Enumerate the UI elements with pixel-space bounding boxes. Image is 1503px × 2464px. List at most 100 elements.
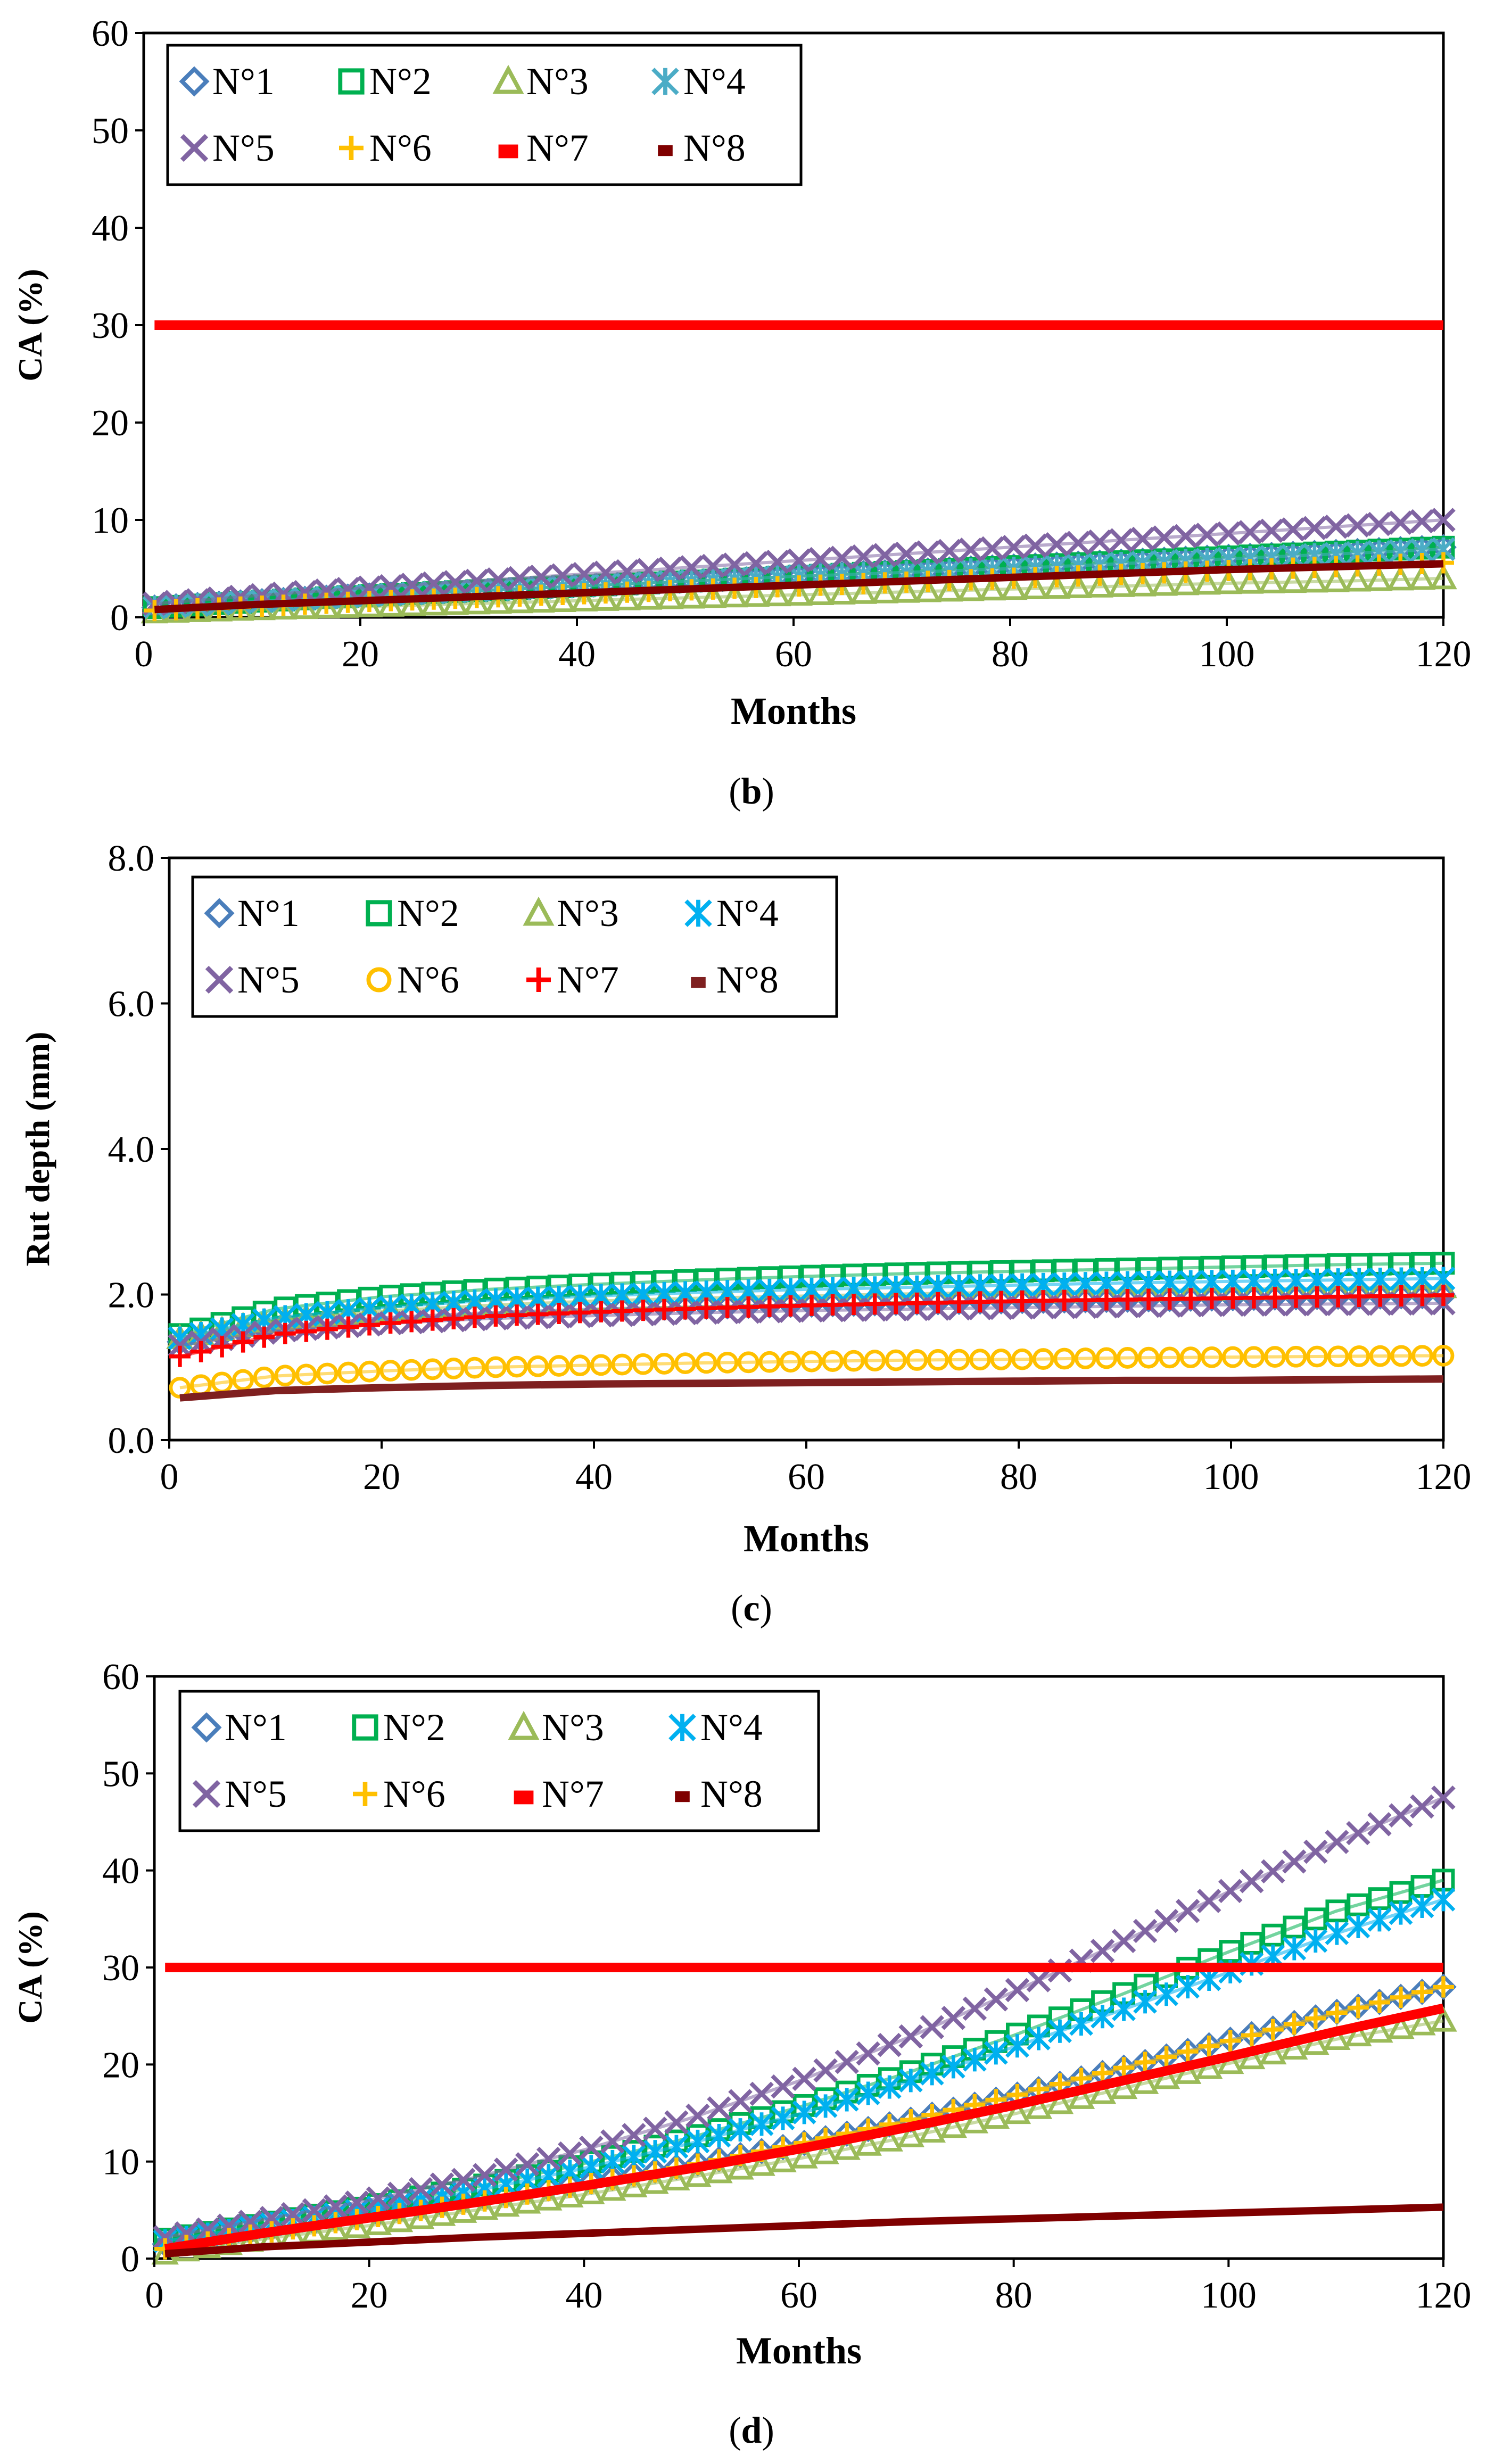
legend: N°1 N°2 N°3 N°4 N°5 N°6 N°7 N°8 bbox=[191, 875, 838, 1018]
data-point bbox=[1259, 2039, 1287, 2065]
legend-marker bbox=[514, 1790, 534, 1805]
data-point bbox=[742, 581, 770, 607]
data-point bbox=[721, 582, 748, 608]
data-point bbox=[716, 1351, 739, 1374]
legend-label: N°5 bbox=[225, 1773, 287, 1815]
data-point bbox=[918, 2117, 946, 2143]
data-point bbox=[484, 588, 512, 614]
data-point bbox=[1389, 1803, 1413, 1828]
data-point bbox=[259, 2205, 284, 2230]
legend-marker bbox=[191, 1712, 222, 1743]
data-point bbox=[1044, 532, 1069, 557]
data-point bbox=[274, 1322, 296, 1344]
data-point bbox=[959, 538, 983, 562]
legend-label: N°5 bbox=[237, 958, 300, 1001]
data-point bbox=[969, 1291, 991, 1313]
data-point bbox=[1130, 526, 1155, 551]
x-axis-label: Months bbox=[736, 2329, 862, 2372]
data-point bbox=[1177, 2040, 1199, 2062]
data-point bbox=[705, 2157, 733, 2184]
data-point bbox=[813, 2094, 838, 2118]
legend-label: N°7 bbox=[557, 958, 619, 1001]
legend-label: N°2 bbox=[383, 1706, 445, 1749]
data-point bbox=[812, 2139, 839, 2164]
data-point bbox=[593, 560, 618, 585]
legend-marker bbox=[684, 899, 712, 927]
data-point bbox=[549, 586, 576, 613]
data-point bbox=[1133, 1989, 1157, 2014]
data-point bbox=[939, 2112, 968, 2138]
data-point bbox=[295, 1363, 317, 1386]
data-point bbox=[1264, 1346, 1286, 1368]
series-group bbox=[151, 1785, 1457, 2265]
data-point bbox=[654, 1299, 675, 1320]
data-point bbox=[1236, 568, 1264, 594]
data-point bbox=[442, 1358, 465, 1379]
data-point bbox=[1346, 1821, 1370, 1846]
data-point bbox=[1193, 569, 1221, 595]
data-point bbox=[358, 1360, 381, 1383]
data-point bbox=[1264, 1287, 1286, 1309]
data-point bbox=[1302, 2029, 1329, 2055]
legend-marker bbox=[668, 1714, 696, 1741]
data-point bbox=[550, 563, 575, 588]
legend-item: N°2 bbox=[338, 60, 432, 103]
data-point bbox=[856, 2041, 880, 2066]
series-8 bbox=[164, 2003, 1444, 2254]
data-point bbox=[1033, 1290, 1054, 1312]
axes: 0 20 40 60 80 100 120 0.0 2.0 4.0 6.0 8.0 bbox=[108, 838, 1472, 1498]
data-point bbox=[1154, 1982, 1179, 2006]
x-tick-label: 0 bbox=[160, 1457, 179, 1498]
data-point bbox=[1431, 1887, 1456, 1912]
data-point bbox=[1152, 525, 1177, 550]
data-point bbox=[1048, 2019, 1072, 2044]
data-point bbox=[1176, 1974, 1200, 1999]
data-point bbox=[738, 1296, 759, 1318]
data-point bbox=[441, 589, 469, 615]
data-point bbox=[1348, 1286, 1370, 1308]
data-point bbox=[771, 2106, 795, 2130]
data-point bbox=[536, 2146, 561, 2171]
data-point bbox=[379, 1360, 402, 1382]
data-point bbox=[737, 1351, 759, 1374]
data-point bbox=[1215, 568, 1243, 594]
data-point bbox=[726, 2154, 754, 2180]
legend-label: N°4 bbox=[683, 60, 746, 103]
data-point bbox=[1304, 1907, 1327, 1931]
data-point bbox=[1283, 2013, 1305, 2035]
series-8 bbox=[154, 560, 1444, 614]
data-point bbox=[843, 1350, 865, 1372]
data-point bbox=[1112, 1997, 1136, 2021]
data-point bbox=[515, 2152, 540, 2177]
x-tick-label: 60 bbox=[780, 2275, 817, 2316]
series-3 bbox=[151, 2006, 1457, 2265]
data-point bbox=[1011, 1348, 1034, 1370]
data-point bbox=[570, 586, 598, 611]
data-point bbox=[1410, 1894, 1434, 1919]
data-point bbox=[854, 2130, 882, 2156]
data-point bbox=[168, 1333, 192, 1358]
x-tick-label: 80 bbox=[1000, 1457, 1037, 1498]
data-point bbox=[780, 1351, 802, 1373]
data-point bbox=[485, 1356, 507, 1378]
series-5 bbox=[142, 508, 1456, 616]
series-4 bbox=[168, 1267, 1456, 1350]
legend-marker bbox=[205, 965, 234, 994]
data-point bbox=[1327, 1286, 1349, 1308]
data-point bbox=[377, 591, 405, 617]
data-point bbox=[622, 2145, 646, 2169]
data-point bbox=[1243, 1287, 1265, 1309]
legend-item: N°3 bbox=[508, 1706, 604, 1749]
data-point bbox=[1387, 2013, 1415, 2039]
data-point bbox=[962, 2047, 987, 2072]
data-point bbox=[1367, 1812, 1392, 1837]
data-point bbox=[366, 2186, 391, 2211]
data-point bbox=[1087, 529, 1112, 554]
data-point bbox=[897, 2122, 924, 2147]
data-point bbox=[1179, 1346, 1202, 1369]
data-point bbox=[1431, 508, 1456, 532]
x-tick-label: 40 bbox=[575, 1457, 613, 1498]
data-point bbox=[1304, 2007, 1326, 2029]
data-point bbox=[343, 2212, 371, 2238]
data-point bbox=[1324, 514, 1348, 539]
